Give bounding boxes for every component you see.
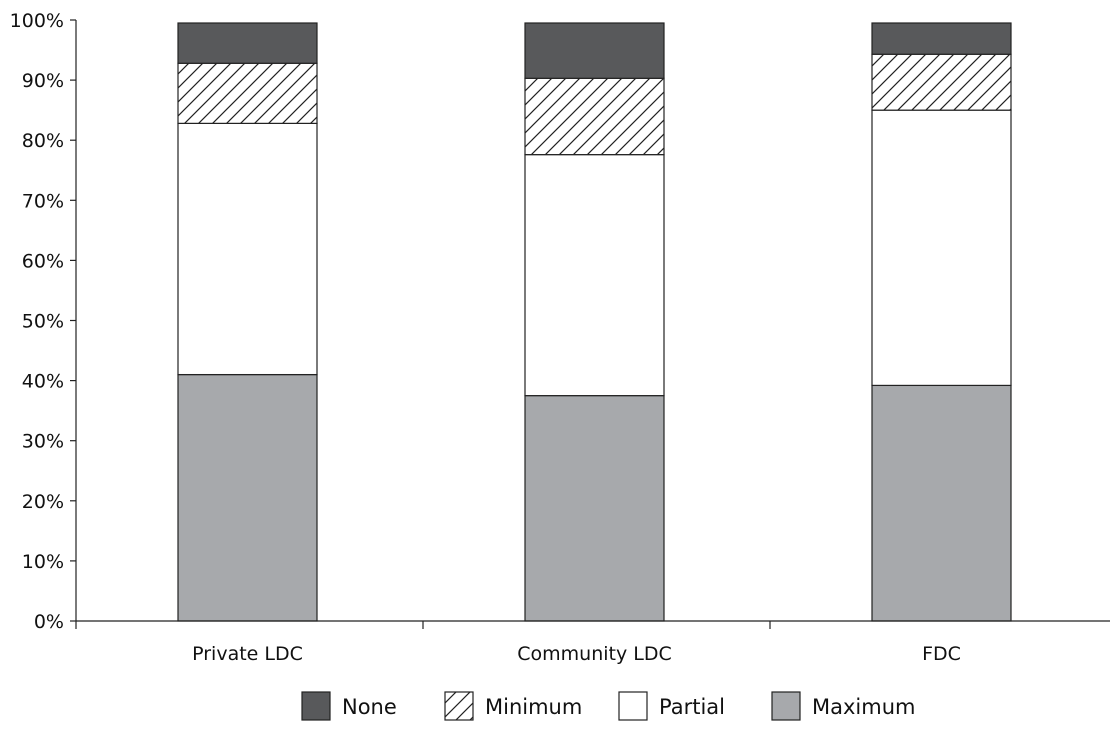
bars-group bbox=[177, 22, 1012, 622]
bar-segment-maximum-1 bbox=[524, 395, 665, 622]
y-tick-label: 80% bbox=[22, 130, 64, 152]
y-tick-label: 20% bbox=[22, 491, 64, 513]
bar-segment-partial-1 bbox=[524, 154, 665, 397]
bar-segment-partial-0 bbox=[177, 122, 318, 376]
y-tick-label: 0% bbox=[34, 611, 64, 633]
x-axis: Private LDC Community LDC FDC bbox=[75, 620, 1110, 665]
y-tick-label: 70% bbox=[22, 190, 64, 212]
x-tick-label: Private LDC bbox=[192, 643, 303, 665]
bar-segment-none-2 bbox=[871, 22, 1012, 55]
bar-segment-none-0 bbox=[177, 22, 318, 64]
legend-swatch-partial bbox=[618, 691, 648, 721]
y-tick-label: 60% bbox=[22, 250, 64, 272]
bar-segment-minimum-2 bbox=[871, 53, 1012, 111]
bar-segment-maximum-2 bbox=[871, 384, 1012, 622]
y-tick-label: 100% bbox=[10, 10, 64, 32]
bar-segment-minimum-1 bbox=[524, 77, 665, 156]
legend-swatch-none bbox=[301, 691, 331, 721]
x-tick-label: FDC bbox=[922, 643, 961, 665]
legend: None Minimum Partial Maximum bbox=[301, 691, 915, 721]
bar-segment-minimum-0 bbox=[177, 62, 318, 124]
x-tick-label: Community LDC bbox=[517, 643, 672, 665]
legend-label-none: None bbox=[342, 695, 397, 719]
bar-segment-partial-2 bbox=[871, 109, 1012, 387]
legend-swatch-minimum bbox=[444, 691, 474, 721]
bar-segment-none-1 bbox=[524, 22, 665, 79]
y-tick-label: 40% bbox=[22, 371, 64, 393]
y-tick-label: 50% bbox=[22, 311, 64, 333]
y-tick-label: 30% bbox=[22, 431, 64, 453]
y-axis: 0% 10% 20% 30% 40% 50% 60% 70% 80% 90% 100% bbox=[10, 10, 77, 633]
legend-swatch-maximum bbox=[771, 691, 801, 721]
y-tick-label: 90% bbox=[22, 70, 64, 92]
legend-label-maximum: Maximum bbox=[812, 695, 915, 719]
legend-label-partial: Partial bbox=[659, 695, 725, 719]
bar-segment-maximum-0 bbox=[177, 373, 318, 622]
y-tick-label: 10% bbox=[22, 551, 64, 573]
legend-label-minimum: Minimum bbox=[485, 695, 582, 719]
